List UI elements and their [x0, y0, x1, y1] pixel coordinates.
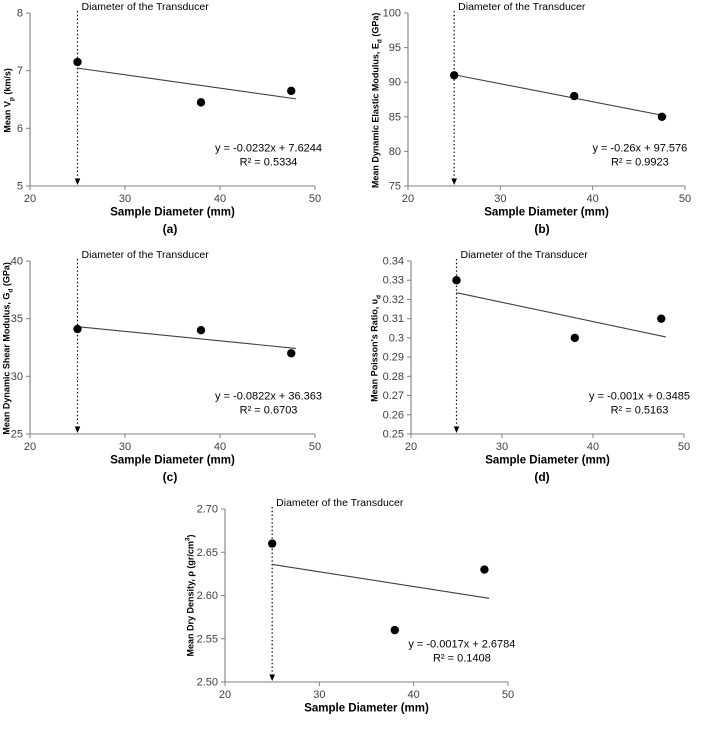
- svg-text:y = -0.0822x + 36.363: y = -0.0822x + 36.363: [215, 390, 322, 402]
- svg-text:20: 20: [219, 689, 231, 701]
- svg-text:2.50: 2.50: [197, 677, 218, 689]
- svg-text:30: 30: [494, 193, 506, 205]
- svg-text:30: 30: [313, 689, 325, 701]
- svg-text:R² = 0.6703: R² = 0.6703: [240, 404, 298, 416]
- svg-text:8: 8: [17, 8, 23, 20]
- svg-text:Sample Diameter (mm): Sample Diameter (mm): [484, 207, 609, 219]
- svg-text:0.29: 0.29: [383, 352, 404, 364]
- svg-text:y = -0.0232x + 7.6244: y = -0.0232x + 7.6244: [215, 142, 322, 154]
- svg-text:20: 20: [24, 441, 36, 453]
- svg-text:30: 30: [119, 193, 131, 205]
- svg-text:7: 7: [17, 65, 23, 77]
- svg-text:20: 20: [405, 441, 417, 453]
- svg-text:20: 20: [24, 193, 36, 205]
- svg-text:50: 50: [679, 193, 691, 205]
- svg-text:0.34: 0.34: [383, 256, 404, 268]
- svg-text:0.33: 0.33: [383, 275, 404, 287]
- svg-text:50: 50: [309, 441, 321, 453]
- svg-text:30: 30: [119, 441, 131, 453]
- svg-text:5: 5: [17, 181, 23, 193]
- svg-text:75: 75: [389, 181, 401, 193]
- svg-text:2.55: 2.55: [197, 633, 218, 645]
- svg-text:Diameter of the Transducer: Diameter of the Transducer: [458, 1, 586, 13]
- svg-text:2.65: 2.65: [197, 547, 218, 559]
- svg-text:30: 30: [496, 441, 508, 453]
- svg-text:0.27: 0.27: [383, 390, 404, 402]
- svg-text:50: 50: [678, 441, 690, 453]
- svg-text:90: 90: [389, 77, 401, 89]
- svg-text:Sample Diameter (mm): Sample Diameter (mm): [110, 455, 235, 467]
- svg-text:40: 40: [408, 689, 420, 701]
- svg-text:0.28: 0.28: [383, 371, 404, 383]
- svg-text:Diameter of the Transducer: Diameter of the Transducer: [82, 249, 210, 261]
- svg-text:40: 40: [587, 193, 599, 205]
- svg-text:0.26: 0.26: [383, 409, 404, 421]
- svg-text:2.70: 2.70: [197, 504, 218, 516]
- svg-text:40: 40: [214, 193, 226, 205]
- svg-text:85: 85: [389, 111, 401, 123]
- svg-text:Diameter of the Transducer: Diameter of the Transducer: [461, 249, 589, 261]
- svg-text:Diameter of the Transducer: Diameter of the Transducer: [276, 497, 404, 509]
- svg-text:0.25: 0.25: [383, 429, 404, 441]
- svg-text:0.31: 0.31: [383, 313, 404, 325]
- svg-text:Diameter of the Transducer: Diameter of the Transducer: [82, 1, 210, 13]
- svg-text:R² = 0.1408: R² = 0.1408: [433, 652, 491, 664]
- svg-text:40: 40: [587, 441, 599, 453]
- svg-text:100: 100: [383, 8, 401, 20]
- svg-text:2.60: 2.60: [197, 590, 218, 602]
- svg-text:50: 50: [309, 193, 321, 205]
- svg-text:80: 80: [389, 146, 401, 158]
- svg-text:Sample Diameter (mm): Sample Diameter (mm): [304, 703, 429, 715]
- svg-text:y = -0.001x + 0.3485: y = -0.001x + 0.3485: [589, 390, 690, 402]
- svg-text:R² = 0.9923: R² = 0.9923: [611, 156, 669, 168]
- svg-text:R² = 0.5334: R² = 0.5334: [240, 156, 298, 168]
- svg-text:Sample Diameter (mm): Sample Diameter (mm): [110, 207, 235, 219]
- svg-text:6: 6: [17, 123, 23, 135]
- svg-text:20: 20: [402, 193, 414, 205]
- svg-text:y = -0.0017x + 2.6784: y = -0.0017x + 2.6784: [408, 638, 515, 650]
- svg-text:Sample Diameter (mm): Sample Diameter (mm): [485, 455, 610, 467]
- svg-text:y = -0.26x + 97.576: y = -0.26x + 97.576: [592, 142, 687, 154]
- svg-text:0.32: 0.32: [383, 294, 404, 306]
- svg-text:40: 40: [214, 441, 226, 453]
- svg-text:95: 95: [389, 42, 401, 54]
- svg-text:50: 50: [502, 689, 514, 701]
- svg-text:0.3: 0.3: [389, 332, 404, 344]
- svg-text:R² = 0.5163: R² = 0.5163: [611, 404, 669, 416]
